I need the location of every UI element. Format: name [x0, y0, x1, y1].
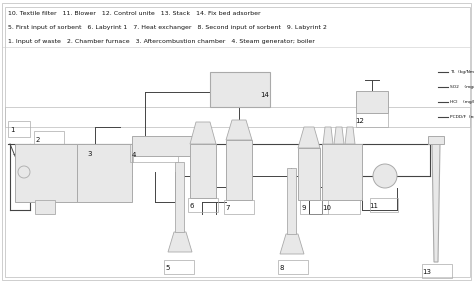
Polygon shape	[168, 232, 192, 252]
Bar	[298, 148, 320, 200]
Text: 4: 4	[132, 152, 136, 158]
Bar	[356, 91, 388, 113]
Polygon shape	[226, 120, 252, 140]
Text: Tl.  (kg/Nm3): Tl. (kg/Nm3)	[450, 70, 474, 74]
Text: 12: 12	[356, 118, 365, 124]
Bar	[287, 168, 296, 234]
Text: HCl    (mg/Nm3): HCl (mg/Nm3)	[450, 100, 474, 104]
Text: 2: 2	[36, 137, 40, 143]
Bar	[188, 198, 218, 212]
Bar	[278, 260, 308, 274]
Bar	[210, 72, 270, 107]
Bar	[422, 264, 452, 278]
Bar	[34, 131, 64, 147]
Bar	[5, 7, 470, 127]
Bar	[322, 144, 362, 200]
Polygon shape	[323, 127, 333, 144]
Bar	[190, 144, 216, 198]
Bar	[35, 200, 55, 214]
Bar	[85, 144, 133, 162]
Text: 5: 5	[166, 265, 170, 271]
Polygon shape	[298, 127, 320, 148]
Text: PCDD/F  (ng/Nm3): PCDD/F (ng/Nm3)	[450, 115, 474, 119]
Bar	[428, 136, 444, 144]
Bar	[8, 121, 30, 137]
Text: 7: 7	[226, 205, 230, 211]
Polygon shape	[345, 127, 355, 144]
Polygon shape	[334, 127, 344, 144]
Circle shape	[373, 164, 397, 188]
Text: 10. Textile filter   11. Blower   12. Control unite   13. Stack   14. Fix bed ad: 10. Textile filter 11. Blower 12. Contro…	[8, 11, 261, 16]
Text: SO2    (mg/Nm3): SO2 (mg/Nm3)	[450, 85, 474, 89]
Text: 9: 9	[302, 205, 306, 211]
Bar	[132, 136, 202, 156]
Text: 11: 11	[370, 203, 379, 209]
Bar	[77, 144, 132, 202]
Polygon shape	[280, 234, 304, 254]
Bar	[300, 200, 328, 214]
Text: 14: 14	[260, 92, 269, 98]
Bar	[224, 200, 254, 214]
Text: 1: 1	[10, 127, 14, 133]
Text: 1. Input of waste   2. Chamber furnace   3. Aftercombustion chamber   4. Steam g: 1. Input of waste 2. Chamber furnace 3. …	[8, 39, 315, 44]
Bar	[226, 140, 252, 200]
Polygon shape	[432, 144, 440, 262]
Text: 10: 10	[322, 205, 331, 211]
Text: 3: 3	[88, 151, 92, 157]
Bar	[5, 107, 470, 277]
Bar	[130, 144, 178, 162]
Bar	[356, 113, 388, 127]
Circle shape	[18, 166, 30, 178]
Text: 13: 13	[422, 269, 431, 275]
Bar	[15, 144, 77, 202]
Text: 8: 8	[280, 265, 284, 271]
Text: 6: 6	[190, 203, 194, 209]
Bar	[322, 200, 360, 214]
Bar	[164, 260, 194, 274]
Bar	[175, 162, 184, 232]
Text: 5. First input of sorbent   6. Labyrint 1   7. Heat exchanger   8. Second input : 5. First input of sorbent 6. Labyrint 1 …	[8, 25, 327, 30]
Polygon shape	[190, 122, 216, 144]
Bar	[370, 198, 398, 212]
